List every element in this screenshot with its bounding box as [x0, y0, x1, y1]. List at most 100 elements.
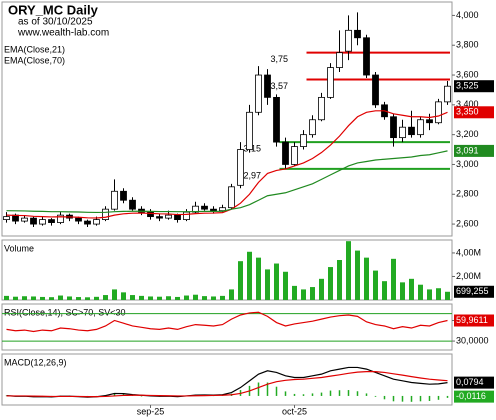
candle-body	[210, 208, 217, 212]
ema-line	[6, 110, 448, 219]
candle-body	[435, 101, 442, 124]
volume-bar	[157, 296, 162, 300]
subtitle: as of 30/10/2025	[18, 17, 93, 28]
value-box	[454, 106, 494, 119]
candle-body	[237, 149, 244, 186]
volume-bar	[238, 261, 243, 300]
volume-bar	[328, 267, 333, 300]
histogram-bar	[284, 391, 287, 396]
volume-bar	[355, 250, 360, 300]
y-tick-label: 3,600	[456, 69, 479, 79]
histogram-bar	[383, 395, 386, 400]
histogram-bar	[320, 392, 323, 396]
volume-bar	[436, 288, 441, 300]
volume-bar	[283, 271, 288, 300]
y-tick-label: 3,000	[456, 159, 479, 169]
candle-body	[282, 141, 289, 165]
level-label: 2,97	[244, 170, 262, 180]
volume-bar	[58, 295, 63, 300]
candle-body	[228, 186, 235, 209]
value-box	[454, 376, 494, 389]
candle-body	[417, 119, 424, 136]
y-tick-label: 3,800	[456, 40, 479, 50]
volume-bar	[166, 296, 171, 300]
candle-body	[309, 119, 316, 136]
volume-bar	[130, 295, 135, 300]
candle-body	[246, 111, 253, 150]
volume-bar	[31, 296, 36, 300]
volume-bar	[391, 258, 396, 300]
level-label: 3,75	[271, 54, 289, 64]
y-tick-label: 30,0000	[456, 335, 489, 345]
volume-bar	[301, 289, 306, 300]
volume-bar	[247, 251, 252, 300]
panel-frame	[1, 239, 453, 301]
panel-title: Volume	[4, 243, 34, 253]
histogram-bar	[347, 390, 350, 396]
candle-body	[48, 219, 55, 223]
histogram-bar	[419, 395, 422, 402]
candle-body	[327, 67, 334, 98]
y-tick-label: 4,00M	[456, 247, 481, 257]
volume-bar	[76, 297, 81, 300]
volume-bar	[193, 294, 198, 300]
panel-frame	[1, 1, 453, 237]
candle-body	[84, 220, 91, 225]
histogram-bar	[113, 393, 116, 396]
histogram-bar	[311, 393, 314, 396]
candle-body	[399, 126, 406, 139]
histogram-bar	[401, 395, 404, 402]
value-box-label: 3,091	[456, 145, 479, 155]
value-box	[454, 80, 494, 93]
volume-bar	[409, 278, 414, 300]
volume-bar	[202, 296, 207, 300]
histogram-bar	[428, 395, 431, 401]
volume-bar	[310, 287, 315, 300]
volume-bar	[346, 241, 351, 300]
candle-body	[75, 217, 82, 222]
volume-bar	[382, 281, 387, 300]
volume-bar	[148, 296, 153, 300]
volume-bar	[103, 295, 108, 300]
panel-title: RSI(Close,14), SC>70, SV<30	[4, 307, 126, 317]
candle-body	[183, 211, 190, 221]
histogram-bar	[302, 394, 305, 396]
value-box-label: 0,0794	[456, 377, 484, 387]
legend-entry: EMA(Close,70)	[4, 55, 65, 65]
candle-body	[3, 216, 10, 221]
panel-title: MACD(12,26,9)	[4, 357, 67, 367]
histogram-bar	[374, 395, 377, 397]
indicator-line	[6, 371, 448, 398]
histogram-bar	[437, 395, 440, 400]
candle-body	[345, 29, 352, 52]
candle-body	[408, 126, 415, 136]
candle-body	[120, 190, 127, 201]
value-box-label: 59,9611	[456, 315, 488, 325]
volume-bar	[373, 270, 378, 300]
value-box	[454, 314, 494, 327]
histogram-bar	[293, 393, 296, 396]
candle-body	[129, 199, 136, 210]
volume-bar	[49, 297, 54, 300]
volume-bar	[265, 269, 270, 300]
volume-bar	[94, 296, 99, 300]
volume-bar	[13, 296, 18, 300]
candle-body	[363, 37, 370, 76]
volume-bar	[175, 296, 180, 300]
volume-bar	[400, 282, 405, 300]
volume-bar	[319, 278, 324, 300]
volume-bar	[22, 296, 27, 300]
value-box	[454, 285, 494, 298]
histogram-bar	[356, 391, 359, 396]
histogram-bar	[446, 395, 449, 398]
y-tick-label: 2,800	[456, 189, 479, 199]
candle-body	[444, 85, 451, 103]
candle-body	[57, 214, 64, 223]
candle-body	[21, 217, 28, 222]
legend-entry: EMA(Close,21)	[4, 44, 65, 54]
volume-bar	[418, 284, 423, 300]
histogram-bar	[275, 386, 278, 396]
histogram-bar	[140, 395, 143, 397]
histogram-bar	[266, 382, 269, 396]
candle-body	[102, 208, 109, 221]
